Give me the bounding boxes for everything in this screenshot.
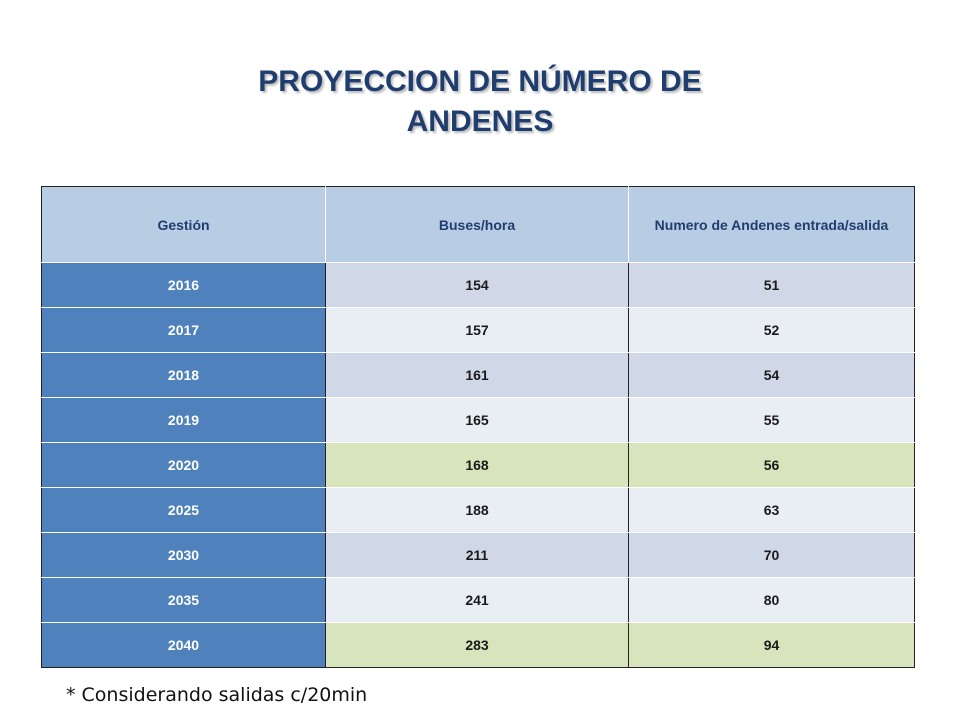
page-title-line-1: PROYECCION DE NÚMERO DE: [258, 65, 702, 98]
cell-numero-andenes: 54: [628, 352, 915, 398]
table-row: 2017 157 52: [41, 307, 915, 353]
cell-buses-hora: 188: [325, 487, 629, 533]
header-buses-hora: Buses/hora: [325, 186, 629, 263]
header-row: Gestión Buses/hora Numero de Andenes ent…: [41, 186, 915, 263]
cell-buses-hora: 168: [325, 442, 629, 488]
cell-gestion: 2020: [41, 442, 326, 488]
cell-buses-hora: 283: [325, 622, 629, 668]
table-row: 2035 241 80: [41, 577, 915, 623]
cell-numero-andenes: 63: [628, 487, 915, 533]
header-gestion: Gestión: [41, 186, 326, 263]
cell-gestion: 2016: [41, 262, 326, 308]
table-row: 2025 188 63: [41, 487, 915, 533]
table-row: 2019 165 55: [41, 397, 915, 443]
header-numero-andenes: Numero de Andenes entrada/salida: [628, 186, 915, 263]
cell-gestion: 2017: [41, 307, 326, 353]
cell-numero-andenes: 51: [628, 262, 915, 308]
cell-numero-andenes: 56: [628, 442, 915, 488]
footnote: * Considerando salidas c/20min: [66, 684, 368, 706]
cell-buses-hora: 157: [325, 307, 629, 353]
cell-gestion: 2019: [41, 397, 326, 443]
table-row: 2030 211 70: [41, 532, 915, 578]
table-row: 2040 283 94: [41, 622, 915, 668]
cell-gestion: 2018: [41, 352, 326, 398]
table-row: 2018 161 54: [41, 352, 915, 398]
page-title-line-2: ANDENES: [406, 105, 554, 138]
cell-gestion: 2035: [41, 577, 326, 623]
cell-numero-andenes: 94: [628, 622, 915, 668]
cell-buses-hora: 161: [325, 352, 629, 398]
cell-numero-andenes: 55: [628, 397, 915, 443]
cell-buses-hora: 154: [325, 262, 629, 308]
cell-numero-andenes: 70: [628, 532, 915, 578]
page-title: PROYECCION DE NÚMERO DE ANDENES: [180, 62, 780, 142]
table-row: 2016 154 51: [41, 262, 915, 308]
cell-buses-hora: 241: [325, 577, 629, 623]
table-body: 2016 154 51 2017 157 52 2018 161 54 2019 165 55 2020…: [41, 262, 915, 668]
cell-buses-hora: 165: [325, 397, 629, 443]
cell-gestion: 2030: [41, 532, 326, 578]
projection-table: Gestión Buses/hora Numero de Andenes ent…: [41, 186, 915, 668]
cell-gestion: 2025: [41, 487, 326, 533]
cell-numero-andenes: 80: [628, 577, 915, 623]
table-header: Gestión Buses/hora Numero de Andenes ent…: [41, 186, 915, 263]
cell-gestion: 2040: [41, 622, 326, 668]
table-row: 2020 168 56: [41, 442, 915, 488]
cell-numero-andenes: 52: [628, 307, 915, 353]
cell-buses-hora: 211: [325, 532, 629, 578]
